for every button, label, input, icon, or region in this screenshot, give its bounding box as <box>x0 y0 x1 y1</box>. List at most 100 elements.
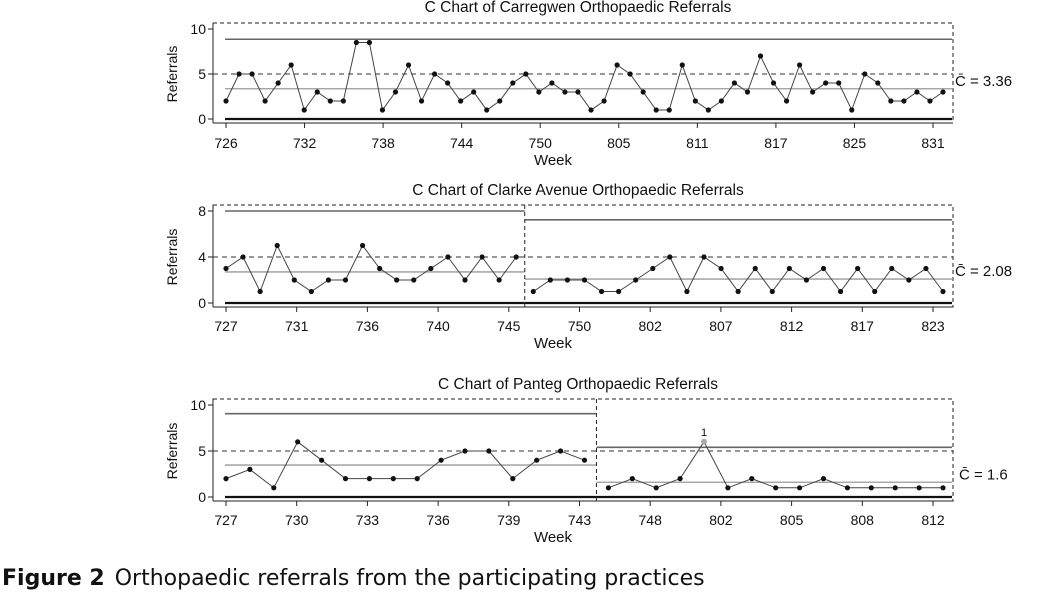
x-tick-label: 730 <box>285 512 309 528</box>
series-line <box>225 244 517 293</box>
data-point <box>549 80 555 86</box>
data-point <box>428 265 434 272</box>
data-point <box>340 98 346 104</box>
data-point <box>923 265 929 272</box>
data-point <box>327 98 333 104</box>
data-point <box>916 485 922 491</box>
data-point <box>418 98 425 104</box>
center-value-label: C̄ = 2.08 <box>955 263 1012 280</box>
data-point <box>940 89 946 95</box>
annotation-label: 1 <box>701 427 707 439</box>
x-tick-label: 727 <box>214 318 238 334</box>
data-point <box>927 98 933 104</box>
x-tick-label: 740 <box>426 318 450 334</box>
data-point <box>558 448 564 454</box>
x-tick-label: 808 <box>851 512 875 528</box>
data-point <box>684 288 690 295</box>
x-tick-label: 805 <box>607 135 631 151</box>
data-point <box>530 288 536 295</box>
x-tick-label: 811 <box>686 135 709 151</box>
data-point <box>379 107 386 113</box>
plot-frame <box>212 22 954 124</box>
data-point <box>901 98 907 104</box>
data-point <box>564 277 571 283</box>
data-point <box>666 107 672 113</box>
data-point <box>394 277 400 283</box>
data-point <box>240 254 246 260</box>
x-tick-label: 727 <box>214 512 238 528</box>
x-tick-label: 738 <box>371 135 395 151</box>
data-point <box>295 439 301 445</box>
data-point <box>458 98 464 104</box>
data-point <box>752 265 758 272</box>
data-point <box>650 265 656 272</box>
data-point <box>562 89 568 95</box>
y-axis-label: Referrals <box>164 423 180 480</box>
x-tick-label: 825 <box>843 135 867 151</box>
y-tick-label: 8 <box>198 203 206 219</box>
data-point <box>471 89 477 95</box>
data-point <box>236 71 242 77</box>
data-point <box>534 457 540 463</box>
data-point <box>820 265 827 272</box>
data-point <box>496 277 502 283</box>
x-axis-label: Week <box>534 152 573 169</box>
x-axis-label: Week <box>534 529 573 546</box>
x-tick-label: 750 <box>568 318 592 334</box>
data-point <box>889 265 895 272</box>
data-point <box>223 265 229 272</box>
data-point <box>837 288 844 295</box>
y-tick-label: 5 <box>198 66 206 82</box>
data-point <box>484 107 490 113</box>
data-point <box>868 485 874 491</box>
data-point <box>581 457 588 463</box>
data-point <box>479 254 485 260</box>
data-point <box>353 39 359 46</box>
data-point <box>486 448 492 454</box>
x-tick-label: 745 <box>497 318 521 334</box>
data-point <box>497 98 503 104</box>
data-point <box>431 71 438 77</box>
data-point <box>275 80 281 86</box>
figure-caption-text: Orthopaedic referrals from the participa… <box>114 566 705 591</box>
data-point <box>677 476 683 482</box>
control-charts-figure: C Chart of Carregwen Orthopaedic Referra… <box>164 0 1012 546</box>
data-point <box>849 107 855 113</box>
data-point <box>601 98 607 104</box>
data-point <box>862 71 868 77</box>
data-point <box>325 277 332 283</box>
data-point <box>462 277 468 283</box>
data-point <box>769 288 775 295</box>
x-tick-label: 802 <box>709 512 733 528</box>
data-point <box>701 254 707 260</box>
data-point <box>749 476 755 482</box>
data-point <box>274 242 280 249</box>
data-point <box>510 80 516 86</box>
y-tick-label: 0 <box>198 295 206 311</box>
chart-title: C Chart of Carregwen Orthopaedic Referra… <box>425 0 732 16</box>
data-point <box>319 457 325 463</box>
data-point <box>262 98 268 104</box>
chart-1: C Chart of Carregwen Orthopaedic Referra… <box>164 0 1012 169</box>
x-tick-label: 733 <box>356 512 380 528</box>
x-tick-label: 831 <box>921 135 945 151</box>
data-point <box>627 71 633 77</box>
data-point <box>536 89 542 95</box>
data-point <box>223 476 229 482</box>
x-tick-label: 731 <box>285 318 309 334</box>
x-tick-label: 743 <box>568 512 592 528</box>
x-tick-label: 739 <box>497 512 521 528</box>
y-tick-label: 0 <box>198 111 206 127</box>
y-axis-label: Referrals <box>164 46 180 103</box>
data-point <box>640 89 646 95</box>
data-point <box>438 457 444 463</box>
data-point <box>725 485 731 491</box>
data-point <box>598 288 605 295</box>
data-point <box>633 277 639 283</box>
data-point <box>803 277 810 283</box>
data-point <box>940 288 946 295</box>
data-point <box>718 98 724 104</box>
data-point <box>786 265 792 272</box>
data-point <box>810 89 816 95</box>
y-axis-label: Referrals <box>164 229 180 286</box>
